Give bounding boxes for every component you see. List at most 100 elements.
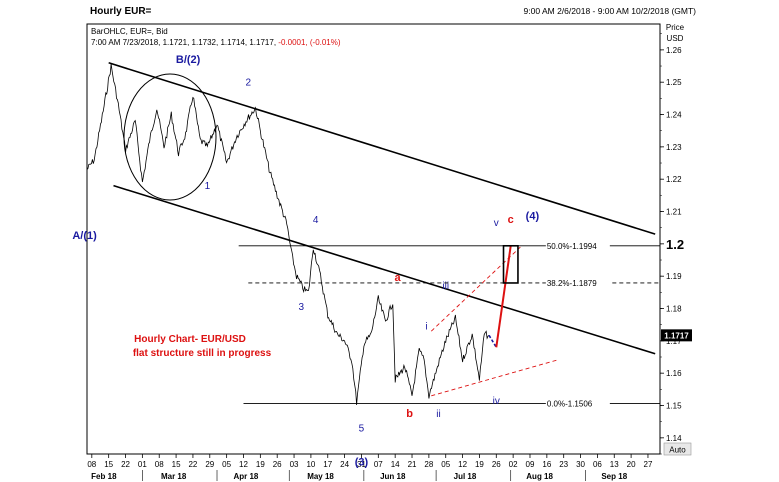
wave-label: 1: [205, 181, 211, 192]
x-axis-tick-label: 16: [542, 460, 551, 469]
plot-frame: [86, 23, 661, 455]
x-axis-tick-label: 05: [222, 460, 231, 469]
y-axis-tick-label: 1.25: [666, 78, 682, 87]
fib-label-bg: [545, 276, 610, 288]
current-price-label: 1.1717: [664, 331, 689, 340]
x-axis-month-label: Feb 18: [91, 472, 117, 481]
projection-wave-c: [495, 245, 512, 348]
x-axis-tick-label: 12: [458, 460, 467, 469]
wave-label: b: [406, 408, 413, 420]
chart-note-line1: Hourly Chart- EUR/USD: [134, 334, 246, 345]
fib-level-label: 0.0%-1.1506: [547, 400, 593, 409]
projection-blue-dashed: [488, 334, 497, 348]
x-axis-tick-label: 12: [239, 460, 248, 469]
x-axis-tick-label: 23: [559, 460, 568, 469]
price-axis-title: Price: [666, 23, 685, 32]
y-axis-tick-label: 1.14: [666, 434, 682, 443]
x-axis-tick-label: 20: [627, 460, 636, 469]
channel-line-lower: [113, 184, 656, 355]
target-box: [502, 244, 519, 284]
y-axis-tick-label: 1.26: [666, 46, 682, 55]
wave-label: a: [395, 272, 402, 284]
y-axis-tick-label: 1.23: [666, 143, 682, 152]
wave-label: 5: [359, 423, 365, 434]
x-axis-tick-label: 15: [172, 460, 181, 469]
chart-date-range: 9:00 AM 2/6/2018 - 9:00 AM 10/2/2018 (GM…: [524, 6, 697, 16]
wave-label: B/(2): [176, 54, 201, 66]
x-axis-tick-label: 02: [509, 460, 518, 469]
x-axis-tick-label: 27: [644, 460, 653, 469]
x-axis-month-label: Apr 18: [233, 472, 258, 481]
x-axis-tick-label: 08: [155, 460, 164, 469]
x-axis-tick-label: 22: [121, 460, 130, 469]
legend-series-name: BarOHLC, EUR=, Bid: [91, 27, 168, 36]
x-axis-tick-label: 21: [408, 460, 417, 469]
y-axis-tick-label: 1.19: [666, 272, 682, 281]
x-axis-month-label: May 18: [307, 472, 334, 481]
x-axis-tick-label: 30: [576, 460, 585, 469]
legend-change: -0.0001, (-0.01%): [278, 38, 341, 47]
wave-label: (3): [355, 456, 369, 468]
x-axis-tick-label: 14: [391, 460, 400, 469]
y-axis-tick-label: 1.16: [666, 369, 682, 378]
auto-scale-label: Auto: [669, 446, 686, 455]
x-axis-tick-label: 08: [87, 460, 96, 469]
wave-b-circle: [123, 73, 217, 201]
wave-label: v: [494, 218, 499, 229]
y-axis-tick-label: 1.15: [666, 402, 682, 411]
x-axis-tick-label: 19: [475, 460, 484, 469]
y-axis-tick-label: 1.22: [666, 175, 682, 184]
y-axis-tick-label: 1.21: [666, 208, 682, 217]
wave-label: A/(1): [72, 230, 97, 242]
x-axis-tick-label: 09: [526, 460, 535, 469]
x-axis-tick-label: 03: [290, 460, 299, 469]
x-axis-tick-label: 01: [138, 460, 147, 469]
wave-label: iv: [493, 396, 500, 407]
x-axis-tick-label: 31: [357, 460, 366, 469]
fib-label-bg: [545, 239, 610, 251]
wave-label: iii: [442, 281, 449, 292]
fib-label-bg: [545, 397, 610, 409]
wave-label: 2: [246, 77, 252, 88]
wave-label: c: [508, 214, 514, 226]
x-axis-month-label: Aug 18: [526, 472, 553, 481]
x-axis-tick-label: 26: [273, 460, 282, 469]
chart-note-line2: flat structure still in progress: [133, 348, 272, 359]
x-axis-tick-label: 29: [205, 460, 214, 469]
x-axis-tick-label: 15: [104, 460, 113, 469]
wave-label: ii: [436, 409, 440, 420]
currency-axis-title: USD: [667, 34, 684, 43]
legend-ohlc-values: 7:00 AM 7/23/2018, 1.1721, 1.1732, 1.171…: [91, 38, 341, 47]
wave-label: 3: [298, 302, 304, 313]
x-axis-tick-label: 26: [492, 460, 501, 469]
y-axis-tick-label: 1.2: [666, 237, 684, 252]
y-axis-tick-label: 1.18: [666, 305, 682, 314]
x-axis-tick-label: 05: [441, 460, 450, 469]
x-axis-month-label: Sep 18: [601, 472, 627, 481]
fib-level-label: 38.2%-1.1879: [547, 279, 597, 288]
red-dashed-trendline: [431, 359, 557, 397]
wave-label: (4): [526, 211, 540, 223]
wave-label: 4: [313, 215, 319, 226]
x-axis-tick-label: 07: [374, 460, 383, 469]
current-price-tag: [661, 329, 692, 342]
x-axis-tick-label: 24: [340, 460, 349, 469]
x-axis-tick-label: 06: [593, 460, 602, 469]
auto-scale-button[interactable]: [663, 442, 692, 456]
x-axis-tick-label: 13: [610, 460, 619, 469]
x-axis-tick-label: 19: [256, 460, 265, 469]
x-axis-tick-label: 28: [424, 460, 433, 469]
x-axis-month-label: Mar 18: [161, 472, 187, 481]
legend-ohlc: 7:00 AM 7/23/2018, 1.1721, 1.1732, 1.171…: [91, 38, 276, 47]
x-axis-tick-label: 10: [306, 460, 315, 469]
fib-level-label: 50.0%-1.1994: [547, 242, 597, 251]
chart-title: Hourly EUR=: [90, 6, 152, 17]
price-series-line: [86, 63, 490, 406]
x-axis-month-label: Jul 18: [454, 472, 477, 481]
x-axis-tick-label: 17: [323, 460, 332, 469]
wave-label: i: [425, 322, 427, 333]
x-axis-tick-label: 22: [188, 460, 197, 469]
x-axis-month-label: Jun 18: [380, 472, 406, 481]
y-axis-tick-label: 1.24: [666, 111, 682, 120]
